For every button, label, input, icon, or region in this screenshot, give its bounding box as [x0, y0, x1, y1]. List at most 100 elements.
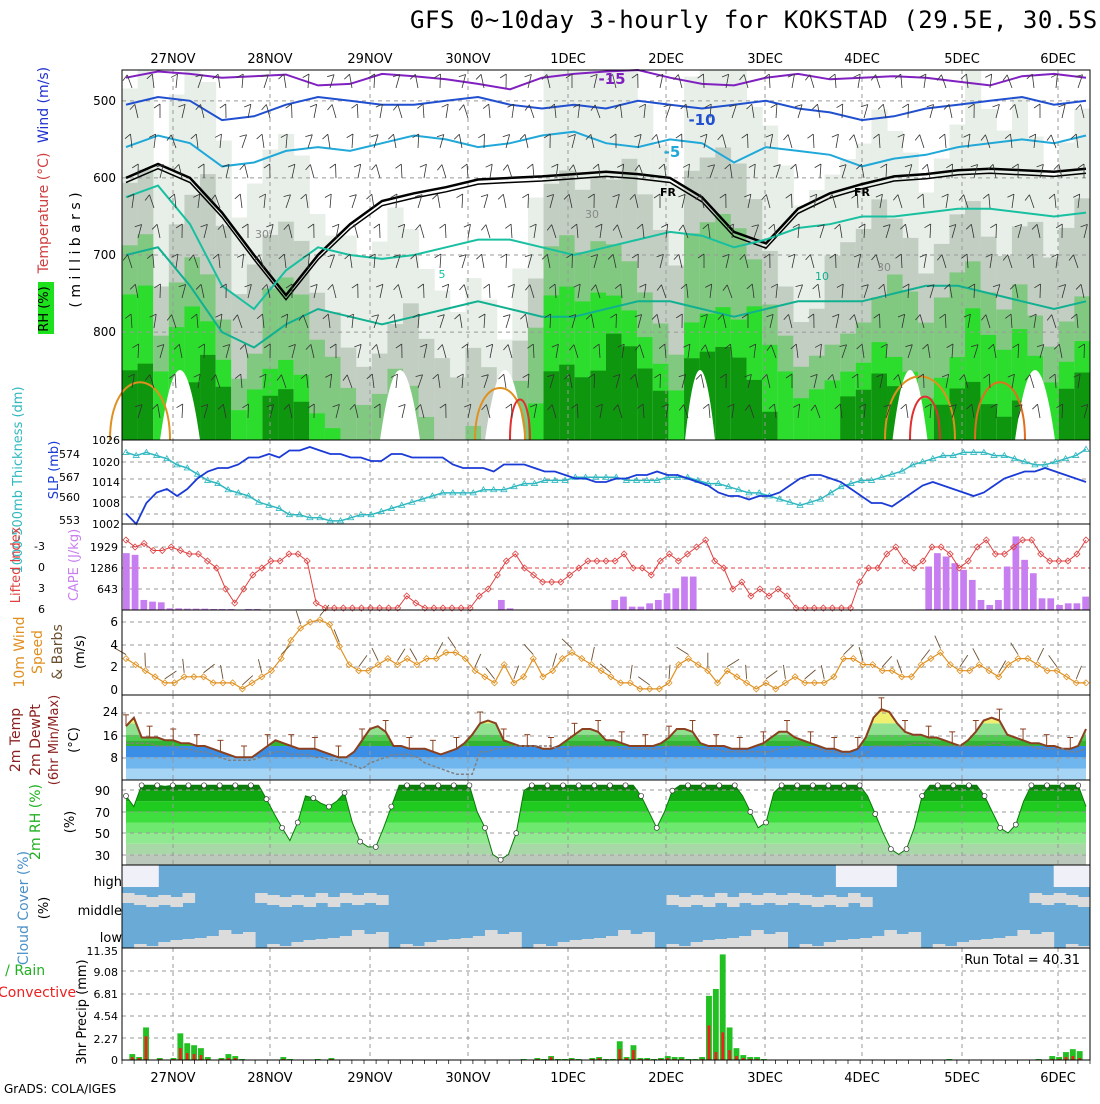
- rh-marker: [311, 796, 316, 801]
- cloud-low-clear: [969, 940, 982, 948]
- cloud-mid-clear: [134, 895, 147, 905]
- cape-bar: [1039, 598, 1046, 610]
- cloud-mid-clear: [824, 895, 837, 905]
- date-label-bottom: 30NOV: [445, 1071, 490, 1086]
- precip-axis-label: 3hr Precip (mm): [75, 959, 90, 1064]
- surface-wind-barb: [821, 665, 824, 679]
- cape-bar: [951, 563, 958, 610]
- cloud-mid-clear: [1042, 895, 1055, 905]
- cloud-low-clear: [134, 944, 147, 948]
- cloud-mid-clear: [812, 897, 825, 907]
- cloud-low-clear: [582, 939, 595, 948]
- cloud-mid-clear: [727, 897, 740, 907]
- thickness-tick-label: 553: [59, 514, 80, 527]
- cloud-mid-clear: [1030, 893, 1043, 903]
- cloud-high-clear: [146, 865, 159, 887]
- rh-shade: [1059, 389, 1075, 440]
- pressure-tick-label: 500: [93, 94, 116, 108]
- cloud-low-clear: [340, 936, 353, 948]
- cloud-low-clear: [195, 938, 208, 948]
- cape-bar: [690, 577, 697, 610]
- dewpoint-axis-label: 2m DewPt: [28, 704, 44, 776]
- cloud-low-clear: [630, 934, 643, 948]
- slp-tick-label: 1008: [92, 497, 120, 510]
- temp-tick-label: 24: [103, 705, 118, 719]
- rh-shade: [590, 371, 606, 440]
- cloud-low-clear: [703, 940, 716, 948]
- rh-marker: [467, 783, 472, 788]
- cape-bar: [629, 607, 636, 610]
- cloud-low-clear: [1017, 930, 1030, 948]
- date-label-top: 1DEC: [550, 52, 586, 67]
- cloud-low-clear: [836, 940, 849, 948]
- cloud-low-clear: [909, 932, 922, 948]
- pressure-tick-label: 700: [93, 248, 116, 262]
- rh-marker: [904, 847, 909, 852]
- rh-shade: [793, 398, 809, 440]
- cloud-low-clear: [800, 944, 813, 948]
- run-total-label: Run Total = 40.31: [964, 953, 1080, 968]
- lifted-index-axis-label: Lifted Index: [9, 526, 24, 603]
- cloud-mid-clear: [183, 893, 196, 903]
- cape-bar: [1047, 598, 1054, 610]
- cloud-mid-clear: [836, 897, 849, 907]
- cape-bar: [681, 577, 688, 610]
- cloud-mid-clear: [788, 893, 801, 903]
- surface-wind-barb: [882, 656, 891, 666]
- rh-marker: [717, 783, 722, 788]
- precip-convective-bar: [193, 1054, 196, 1060]
- cloud-low-clear: [485, 930, 498, 948]
- rh-shade: [278, 389, 294, 440]
- rh-marker: [264, 797, 269, 802]
- cloud-low-clear: [437, 940, 450, 948]
- cloud-mid-clear: [800, 895, 813, 905]
- precip-convective-bar: [1071, 1056, 1074, 1060]
- surface-wind-barb: [204, 664, 215, 673]
- rh-marker: [951, 783, 956, 788]
- contour-label: 5: [439, 268, 446, 281]
- surface-wind-barb: [410, 649, 417, 661]
- rh-shade: [981, 404, 997, 440]
- rh-marker: [982, 793, 987, 798]
- cape-bar: [149, 602, 156, 610]
- rh-shade: [138, 364, 154, 440]
- precip-tick-label: 4.54: [94, 1010, 119, 1023]
- rh-marker: [451, 783, 456, 788]
- cloud-low-clear: [860, 938, 873, 948]
- surface-wind-barb: [973, 648, 980, 660]
- rh-marker: [483, 825, 488, 830]
- cape-bar: [1056, 605, 1063, 610]
- cape-tick-label: 643: [97, 583, 118, 596]
- cloud-high-clear: [848, 865, 861, 887]
- slp-tick-label: 1026: [92, 434, 120, 447]
- rh-marker: [795, 783, 800, 788]
- cloud-mid-clear: [122, 893, 135, 903]
- surface-wind-barb: [398, 649, 405, 661]
- cloud-low-clear: [763, 934, 776, 948]
- cape-bar: [672, 588, 679, 610]
- date-label-bottom: 29NOV: [347, 1071, 392, 1086]
- rh-shade: [606, 334, 622, 440]
- rh-marker: [888, 847, 893, 852]
- cloud-low-clear: [691, 942, 704, 948]
- rh-shade: [731, 358, 747, 440]
- surface-wind-barb: [475, 654, 481, 667]
- rh-marker: [561, 783, 566, 788]
- cloud-low-clear: [316, 939, 329, 948]
- cloud-mid-clear: [170, 897, 183, 907]
- rh-marker: [670, 788, 675, 793]
- temp-band: [122, 695, 1090, 712]
- precip-convective-bar: [200, 1055, 203, 1060]
- cloud-low-clear: [533, 944, 546, 948]
- date-label-top: 27NOV: [150, 52, 195, 67]
- cloud-low-clear: [376, 932, 389, 948]
- wind-panel-frame: [122, 610, 1090, 695]
- rh-marker: [701, 783, 706, 788]
- date-label-top: 2DEC: [648, 52, 684, 67]
- cloud-mid-clear: [279, 897, 292, 907]
- cloud-mid-clear: [751, 895, 764, 905]
- rh-marker: [373, 844, 378, 849]
- rh-shade: [419, 417, 435, 440]
- slp-tick-label: 1020: [92, 456, 120, 469]
